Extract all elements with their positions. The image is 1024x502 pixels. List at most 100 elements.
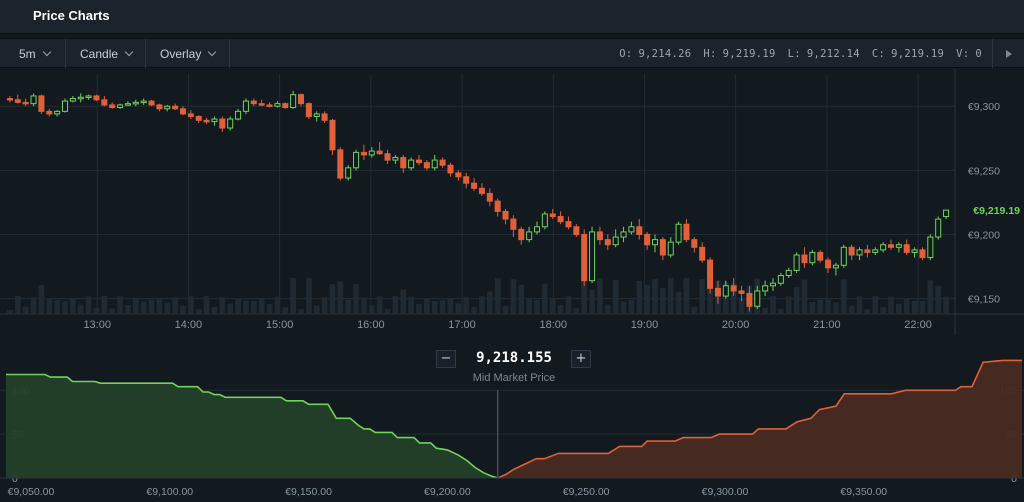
candle-body[interactable] bbox=[14, 99, 21, 103]
candle-body[interactable] bbox=[38, 95, 45, 112]
candle-body[interactable] bbox=[408, 159, 415, 169]
candle-body[interactable] bbox=[61, 100, 69, 112]
candle-body[interactable] bbox=[93, 95, 100, 101]
candle-body[interactable] bbox=[628, 226, 635, 233]
candle-body[interactable] bbox=[211, 118, 218, 123]
candle-body[interactable] bbox=[762, 285, 769, 292]
candle-body[interactable] bbox=[69, 98, 76, 102]
candle-body[interactable] bbox=[659, 239, 666, 256]
candle-body[interactable] bbox=[589, 231, 596, 282]
candle-body[interactable] bbox=[447, 164, 454, 174]
candle-body[interactable] bbox=[54, 110, 61, 115]
candle-body[interactable] bbox=[392, 157, 399, 161]
candle-body[interactable] bbox=[101, 99, 108, 106]
candle-body[interactable] bbox=[376, 150, 383, 155]
depth-chart[interactable]: 005050100100€9,050.00€9,100.00€9,150.00€… bbox=[0, 359, 1024, 498]
candle-body[interactable] bbox=[471, 182, 478, 189]
candle-body[interactable] bbox=[109, 104, 116, 109]
candle-body[interactable] bbox=[919, 249, 926, 259]
candle-body[interactable] bbox=[179, 108, 187, 115]
candle-body[interactable] bbox=[305, 103, 312, 117]
chart-type-dropdown[interactable]: Candle bbox=[66, 39, 146, 68]
candle-body[interactable] bbox=[943, 209, 950, 218]
candle-body[interactable] bbox=[124, 103, 131, 106]
candle-body[interactable] bbox=[439, 159, 446, 166]
candle-body[interactable] bbox=[30, 95, 37, 105]
candle-body[interactable] bbox=[486, 192, 493, 202]
candle-body[interactable] bbox=[345, 167, 352, 179]
candle-body[interactable] bbox=[581, 233, 588, 282]
candle-body[interactable] bbox=[187, 113, 194, 117]
candle-body[interactable] bbox=[274, 103, 281, 107]
candle-body[interactable] bbox=[557, 216, 564, 223]
candle-body[interactable] bbox=[368, 150, 375, 156]
candle-body[interactable] bbox=[565, 221, 572, 228]
candle-body[interactable] bbox=[502, 210, 509, 220]
candle-body[interactable] bbox=[526, 231, 533, 241]
candle-body[interactable] bbox=[935, 218, 942, 238]
candle-body[interactable] bbox=[549, 213, 556, 218]
candle-body[interactable] bbox=[722, 285, 729, 297]
candle-body[interactable] bbox=[455, 172, 462, 178]
candle-body[interactable] bbox=[699, 246, 706, 261]
candle-body[interactable] bbox=[707, 259, 714, 289]
zoom-out-button[interactable]: − bbox=[436, 350, 456, 368]
candle-body[interactable] bbox=[329, 119, 336, 151]
candle-body[interactable] bbox=[164, 105, 171, 110]
candle-body[interactable] bbox=[880, 244, 887, 251]
candle-body[interactable] bbox=[510, 218, 517, 230]
candle-body[interactable] bbox=[541, 213, 548, 228]
candle-body[interactable] bbox=[156, 104, 163, 110]
candle-body[interactable] bbox=[148, 100, 155, 106]
candle-body[interactable] bbox=[675, 223, 682, 243]
candle-body[interactable] bbox=[282, 103, 289, 109]
candle-body[interactable] bbox=[203, 119, 210, 123]
candle-body[interactable] bbox=[911, 249, 918, 253]
candle-body[interactable] bbox=[777, 275, 784, 284]
candle-body[interactable] bbox=[895, 244, 902, 248]
candle-body[interactable] bbox=[612, 236, 619, 246]
candle-body[interactable] bbox=[258, 103, 265, 106]
candle-body[interactable] bbox=[573, 226, 580, 235]
overlay-dropdown[interactable]: Overlay bbox=[146, 39, 230, 68]
candle-body[interactable] bbox=[746, 292, 753, 307]
candle-body[interactable] bbox=[825, 259, 832, 269]
candle-body[interactable] bbox=[46, 110, 53, 115]
candle-body[interactable] bbox=[313, 113, 320, 117]
candle-body[interactable] bbox=[195, 115, 202, 121]
candle-body[interactable] bbox=[400, 157, 407, 169]
candle-body[interactable] bbox=[431, 159, 438, 169]
candle-body[interactable] bbox=[644, 233, 651, 246]
candle-body[interactable] bbox=[227, 118, 234, 129]
candle-body[interactable] bbox=[730, 285, 737, 292]
candle-body[interactable] bbox=[85, 95, 92, 98]
candlestick-chart[interactable]: €9,300 €9,250 €9,200 €9,150 13:00 14:00 15:00 1… bbox=[0, 69, 1024, 335]
candle-body[interactable] bbox=[533, 226, 541, 233]
candle-body[interactable] bbox=[636, 226, 643, 235]
candle-body[interactable] bbox=[219, 118, 226, 129]
candle-body[interactable] bbox=[77, 96, 84, 100]
candle-body[interactable] bbox=[415, 159, 423, 164]
candle-body[interactable] bbox=[620, 231, 627, 238]
candle-body[interactable] bbox=[927, 236, 934, 259]
candle-body[interactable] bbox=[140, 100, 147, 104]
play-button[interactable] bbox=[992, 39, 1024, 68]
candle-body[interactable] bbox=[651, 239, 659, 246]
interval-dropdown[interactable]: 5m bbox=[0, 39, 66, 68]
zoom-in-button[interactable]: + bbox=[571, 350, 591, 368]
candle-body[interactable] bbox=[683, 223, 690, 241]
candle-body[interactable] bbox=[353, 151, 360, 169]
candle-body[interactable] bbox=[604, 239, 611, 246]
candle-body[interactable] bbox=[809, 251, 816, 264]
candle-body[interactable] bbox=[817, 251, 824, 261]
candle-body[interactable] bbox=[172, 105, 179, 110]
candle-body[interactable] bbox=[864, 249, 871, 253]
candle-body[interactable] bbox=[667, 241, 674, 256]
candle-body[interactable] bbox=[596, 231, 603, 241]
candle-body[interactable] bbox=[242, 100, 249, 112]
candle-body[interactable] bbox=[793, 254, 800, 271]
candle-body[interactable] bbox=[384, 153, 391, 161]
candle-body[interactable] bbox=[714, 287, 721, 297]
candle-body[interactable] bbox=[235, 110, 242, 120]
candle-body[interactable] bbox=[801, 254, 808, 264]
